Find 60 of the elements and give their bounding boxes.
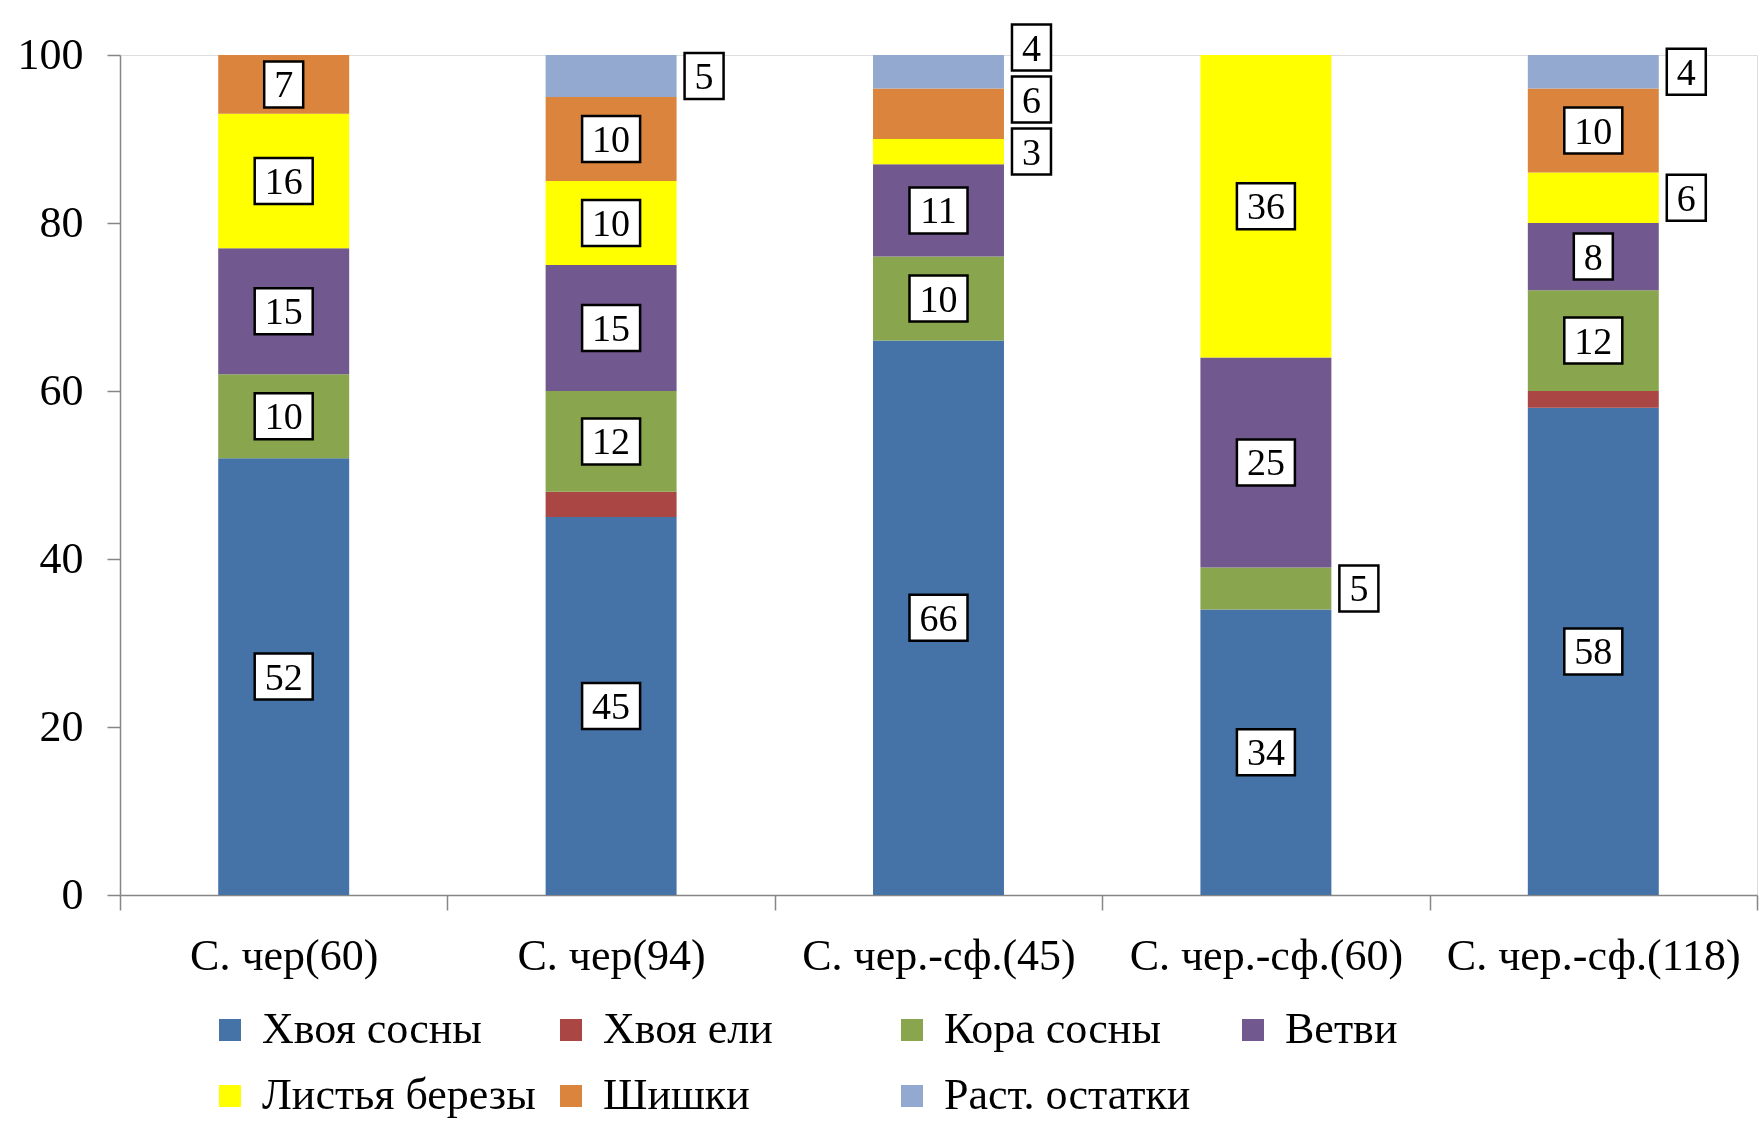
legend-label: Листья березы [262, 1070, 536, 1119]
bar [873, 340, 1004, 895]
bar [1527, 391, 1659, 408]
bar [873, 88, 1004, 139]
data-label: 52 [264, 655, 303, 698]
data-label: 36 [1246, 185, 1285, 228]
legend-label: Хвоя сосны [262, 1004, 482, 1053]
data-label: 10 [919, 277, 958, 320]
data-label: 6 [1021, 78, 1041, 121]
data-label: 10 [592, 118, 631, 160]
data-label: 10 [264, 395, 303, 438]
x-tick-label: С. чер.-сф.(45) [802, 930, 1076, 980]
y-tick-label: 0 [61, 869, 84, 919]
data-label: 5 [694, 55, 714, 97]
data-label: 3 [1021, 130, 1041, 173]
legend-label: Хвоя ели [603, 1004, 773, 1053]
x-tick-label: С. чер(94) [517, 930, 706, 980]
legend-label: Ветви [1285, 1004, 1398, 1053]
y-tick-label: 100 [17, 29, 84, 79]
x-tick-label: С. чер.-сф.(60) [1129, 930, 1404, 980]
data-label: 25 [1246, 441, 1285, 484]
y-tick-label: 80 [39, 197, 84, 247]
bar [1527, 407, 1659, 895]
data-label: 10 [1574, 109, 1613, 152]
bar [218, 458, 350, 895]
data-label: 15 [592, 307, 631, 349]
data-label: 15 [264, 290, 303, 333]
data-label: 12 [592, 420, 631, 463]
data-label: 4 [1021, 26, 1041, 69]
data-label: 8 [1583, 235, 1603, 278]
data-label: 34 [1246, 731, 1285, 774]
y-tick-label: 40 [39, 533, 84, 583]
data-label: 12 [1574, 319, 1613, 362]
x-tick-label: С. чер(60) [190, 930, 379, 980]
legend-label: Раст. остатки [944, 1070, 1191, 1119]
bar [545, 517, 677, 895]
bar [545, 491, 677, 517]
data-label: 6 [1676, 176, 1696, 219]
data-label: 11 [920, 189, 957, 232]
bar [1527, 55, 1659, 89]
data-label: 58 [1574, 630, 1613, 673]
bar [1527, 172, 1659, 223]
data-label: 16 [264, 160, 303, 202]
bar [873, 55, 1004, 89]
bar [1200, 567, 1332, 610]
y-tick-label: 60 [39, 365, 84, 415]
bar [545, 55, 677, 97]
data-label: 4 [1676, 50, 1696, 93]
bar [1200, 609, 1332, 895]
legend-label: Шишки [603, 1070, 750, 1119]
data-label: 5 [1349, 567, 1369, 610]
data-label: 45 [592, 685, 631, 727]
data-label: 10 [592, 202, 631, 244]
bar [1200, 55, 1332, 358]
bar [873, 139, 1004, 165]
x-tick-label: С. чер.-сф.(118) [1446, 930, 1741, 980]
y-tick-label: 20 [39, 701, 84, 751]
data-label: 66 [919, 596, 958, 639]
data-label: 7 [274, 63, 294, 106]
legend-label: Кора сосны [944, 1004, 1161, 1053]
